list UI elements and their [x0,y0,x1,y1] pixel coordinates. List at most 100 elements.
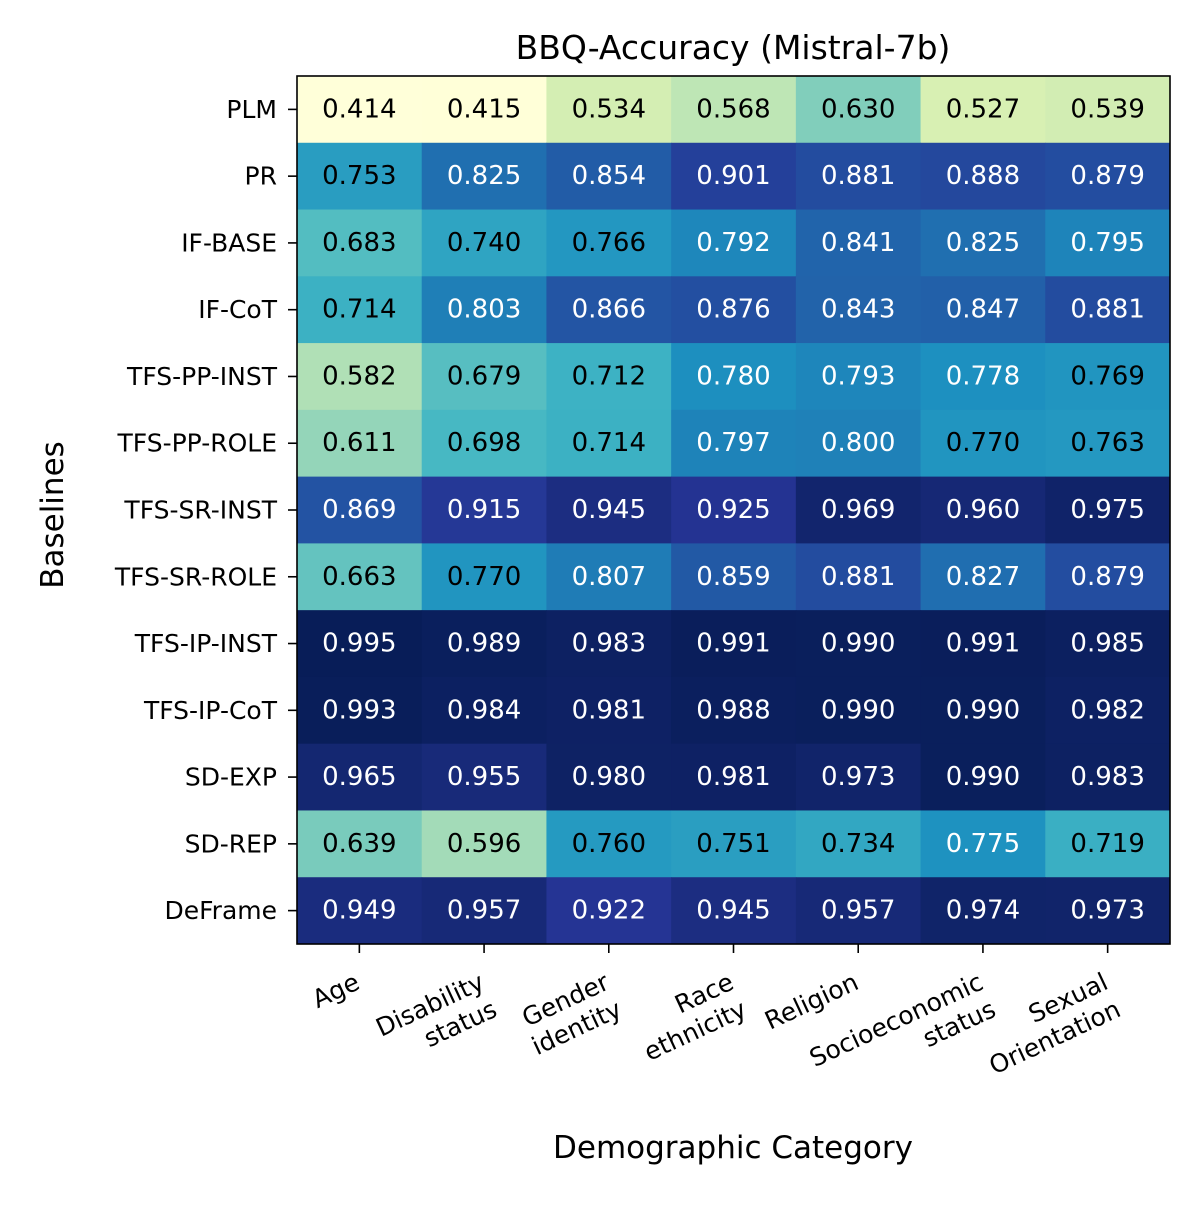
cell-value-label: 0.753 [322,161,396,191]
heatmap-cell [1045,810,1171,878]
heatmap-cell [920,209,1046,277]
cell-value-label: 0.949 [322,896,396,926]
heatmap-cell [421,409,547,478]
heatmap-cell [421,476,547,544]
heatmap-cell [421,343,547,411]
cell-value-label: 0.760 [572,829,646,859]
heatmap-cell [1045,543,1171,611]
cell-value-label: 0.751 [696,829,770,859]
cell-value-label: 0.740 [447,228,521,258]
cell-value-label: 0.698 [447,428,521,458]
heatmap-cell [920,676,1046,745]
cell-value-label: 0.770 [946,428,1020,458]
cell-value-label: 0.984 [447,695,521,725]
heatmap-cell [546,409,672,478]
heatmap-cell [1045,409,1171,478]
heatmap-cell [671,877,797,945]
cell-value-label: 0.596 [447,829,521,859]
heatmap-cell [297,476,423,544]
cell-value-label: 0.925 [696,495,770,525]
heatmap-cell [671,343,797,411]
heatmap-cell [795,343,922,411]
cell-value-label: 0.973 [1070,896,1144,926]
cell-value-label: 0.770 [447,562,521,592]
cell-value-label: 0.800 [821,428,895,458]
heatmap-cell [546,209,672,277]
cell-value-label: 0.712 [572,361,646,391]
cell-value-label: 0.990 [946,695,1020,725]
cell-value-label: 0.991 [946,629,1020,659]
cell-value-label: 0.973 [821,762,895,792]
heatmap-cell [671,743,797,811]
heatmap-cell [920,877,1046,945]
heatmap-cell [671,476,797,544]
cell-value-label: 0.611 [322,428,396,458]
y-tick-label: PLM [226,95,277,124]
heatmap-cell [671,676,797,745]
cell-value-label: 0.766 [572,228,646,258]
cell-value-label: 0.797 [696,428,770,458]
heatmap-cell [795,676,922,745]
x-tick-label: Age [308,967,364,1014]
heatmap-cell [920,343,1046,411]
x-tick-label: Religion [760,967,862,1035]
cell-value-label: 0.869 [322,495,396,525]
y-tick-label: TFS-IP-INST [134,629,278,658]
heatmap-cell [671,409,797,478]
heatmap-cell [1045,676,1171,745]
heatmap-cell [297,343,423,411]
heatmap-cell [297,276,423,344]
cell-value-label: 0.683 [322,228,396,258]
cell-value-label: 0.854 [572,161,646,191]
x-tick-label: Raceethnicity [627,967,751,1067]
cell-value-label: 0.881 [1070,295,1144,325]
y-tick-label: IF-CoT [198,295,278,324]
heatmap-cell [421,543,547,611]
cell-value-label: 0.539 [1070,94,1144,124]
cell-value-label: 0.778 [946,361,1020,391]
cell-value-label: 0.881 [821,562,895,592]
heatmap-cell [297,409,423,478]
heatmap-cell [546,76,672,144]
cell-value-label: 0.975 [1070,495,1144,525]
cell-value-label: 0.974 [946,896,1020,926]
y-axis-ticks: PLM PR IF-BASE IF-CoT TFS-PP-INST TFS-PP-ROLE… [114,95,297,925]
cell-value-label: 0.714 [322,295,396,325]
cell-value-label: 0.866 [572,295,646,325]
heatmap-cell [920,810,1046,878]
cell-value-label: 0.981 [696,762,770,792]
heatmap-cell [920,610,1046,678]
cell-value-label: 0.807 [572,562,646,592]
heatmap-cell [920,743,1046,811]
cell-value-label: 0.983 [1070,762,1144,792]
heatmap-cell [421,276,547,344]
heatmap-cell [920,76,1046,144]
cell-value-label: 0.763 [1070,428,1144,458]
x-axis-label: Demographic Category [553,1130,913,1166]
cell-value-label: 0.957 [447,896,521,926]
y-tick-label: TFS-SR-INST [123,496,277,525]
cell-value-label: 0.990 [821,695,895,725]
cell-value-label: 0.988 [696,695,770,725]
heatmap-cell [920,543,1046,611]
heatmap-cell [421,76,547,144]
heatmap-cell [297,76,423,144]
cell-value-label: 0.775 [946,829,1020,859]
heatmap-cell [297,877,423,945]
cell-value-label: 0.957 [821,896,895,926]
chart-title: BBQ-Accuracy (Mistral-7b) [516,28,951,67]
cell-value-label: 0.582 [322,361,396,391]
cell-value-label: 0.881 [821,161,895,191]
cell-value-label: 0.792 [696,228,770,258]
cell-value-label: 0.734 [821,829,895,859]
cell-value-label: 0.990 [946,762,1020,792]
cell-value-label: 0.990 [821,629,895,659]
cell-value-label: 0.989 [447,629,521,659]
heatmap-cell [546,610,672,678]
heatmap-cell [795,209,922,277]
heatmap-cell [1045,343,1171,411]
heatmap-cell [671,810,797,878]
heatmap-cell [421,142,547,211]
cell-value-label: 0.879 [1070,562,1144,592]
heatmap-cell [795,543,922,611]
